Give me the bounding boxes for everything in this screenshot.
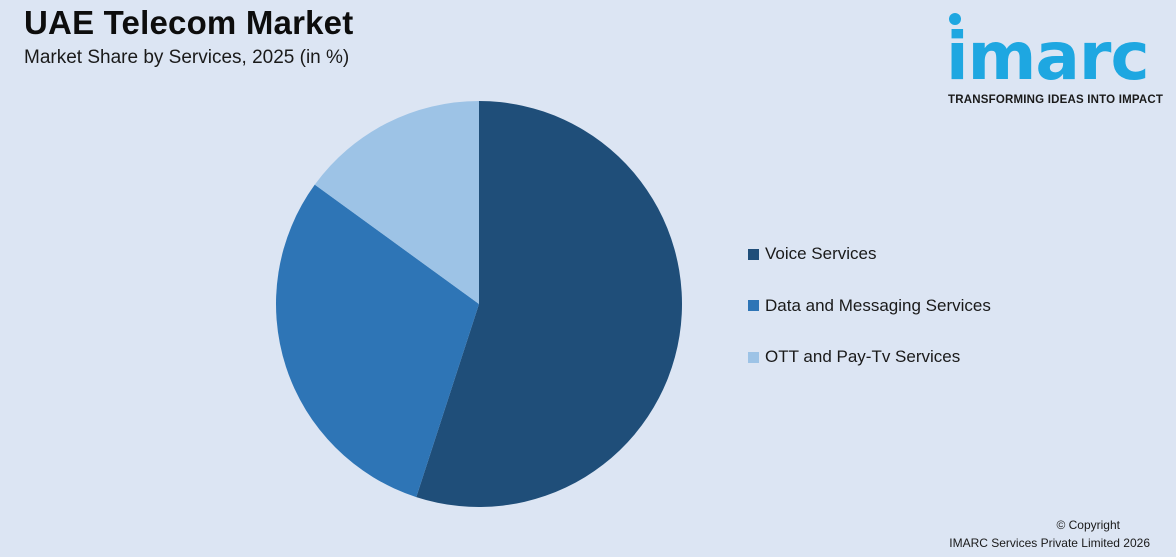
imarc-logo: imarc TRANSFORMING IDEAS INTO IMPACT bbox=[946, 10, 1172, 110]
logo-tagline: TRANSFORMING IDEAS INTO IMPACT bbox=[948, 94, 1164, 106]
legend-label: Data and Messaging Services bbox=[765, 295, 991, 315]
chart-title: UAE Telecom Market bbox=[24, 4, 354, 41]
legend-label: OTT and Pay-Tv Services bbox=[765, 347, 961, 366]
pie-chart bbox=[276, 100, 682, 508]
chart-legend: Voice Services Data and Messaging Service… bbox=[748, 244, 991, 399]
legend-item: Data and Messaging Services bbox=[748, 296, 991, 316]
legend-label: Voice Services bbox=[765, 244, 877, 263]
legend-swatch bbox=[748, 300, 759, 311]
logo-dot-icon bbox=[949, 13, 961, 25]
legend-swatch bbox=[748, 351, 759, 363]
legend-swatch bbox=[748, 248, 759, 260]
pie-slice-voice-services bbox=[416, 101, 682, 508]
copyright-label: © Copyright bbox=[1056, 518, 1120, 532]
copyright-notice: © Copyright IMARC Services Private Limit… bbox=[949, 516, 1150, 552]
pie-slice-ott-and-pay-tv-services bbox=[314, 100, 479, 304]
legend-item: OTT and Pay-Tv Services bbox=[748, 347, 991, 367]
pie-slice-data-and-messaging-services bbox=[276, 184, 479, 498]
copyright-company: IMARC Services Private Limited 2026 bbox=[949, 536, 1150, 550]
logo-wordmark: imarc bbox=[946, 18, 1150, 95]
chart-subtitle: Market Share by Services, 2025 (in %) bbox=[24, 47, 350, 68]
legend-item: Voice Services bbox=[748, 244, 991, 264]
